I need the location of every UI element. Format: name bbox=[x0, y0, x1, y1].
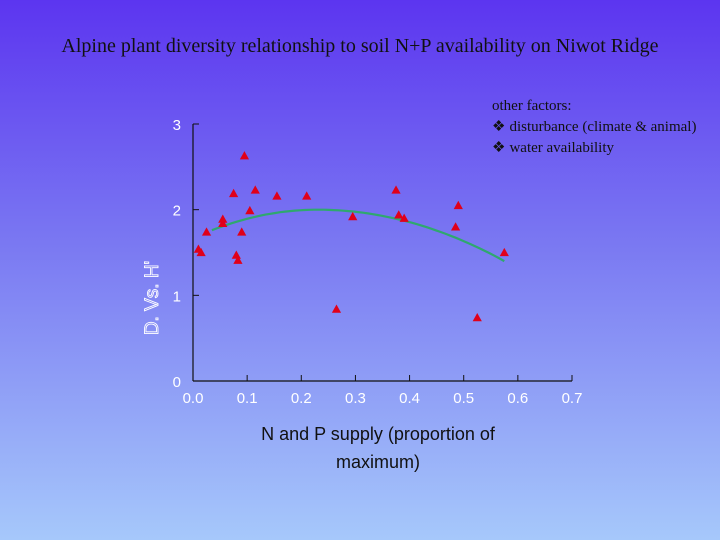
fit-curve-layer bbox=[211, 208, 505, 263]
data-point bbox=[394, 210, 404, 219]
diamond-bullet-icon: ❖ bbox=[492, 140, 506, 156]
data-point bbox=[302, 191, 312, 200]
data-point bbox=[453, 200, 463, 210]
chart-axes bbox=[192, 123, 573, 382]
y-tick-label: 1 bbox=[173, 288, 181, 305]
data-point bbox=[348, 211, 358, 221]
x-tick-label: 0.5 bbox=[453, 390, 474, 407]
data-point bbox=[245, 205, 255, 215]
data-points-layer bbox=[193, 151, 509, 322]
data-point bbox=[272, 191, 282, 200]
x-tick-label: 0.1 bbox=[237, 390, 258, 407]
x-axis-title: maximum) bbox=[336, 452, 420, 472]
data-point bbox=[399, 213, 409, 222]
y-tick-label: 2 bbox=[173, 203, 181, 220]
data-point bbox=[218, 214, 228, 223]
data-point bbox=[233, 255, 243, 264]
x-tick-label: 0.7 bbox=[562, 390, 583, 407]
data-point bbox=[229, 188, 239, 198]
data-point bbox=[250, 185, 260, 194]
side-note-heading: other factors: bbox=[492, 98, 572, 114]
data-point bbox=[237, 227, 247, 236]
data-point bbox=[450, 222, 461, 231]
data-point bbox=[331, 304, 342, 313]
data-point bbox=[472, 313, 482, 322]
fit-curve bbox=[211, 208, 505, 263]
diamond-bullet-icon: ❖ bbox=[492, 119, 506, 135]
side-note-item: ❖ water availability bbox=[492, 138, 712, 159]
side-note-item: ❖ disturbance (climate & animal) bbox=[492, 117, 712, 138]
side-note: other factors: ❖ disturbance (climate & a… bbox=[492, 96, 712, 159]
data-point bbox=[218, 218, 228, 228]
y-axis-title: D. Vs. H' bbox=[142, 261, 163, 335]
data-point bbox=[196, 247, 206, 257]
x-tick-label: 0.3 bbox=[345, 390, 366, 407]
data-point bbox=[239, 151, 250, 160]
x-tick-label: 0.6 bbox=[507, 390, 528, 407]
side-note-item-text: disturbance (climate & animal) bbox=[509, 119, 697, 135]
page-title: Alpine plant diversity relationship to s… bbox=[61, 35, 659, 57]
data-point bbox=[201, 227, 212, 236]
y-tick-label: 3 bbox=[173, 117, 181, 134]
data-point bbox=[231, 250, 241, 259]
x-tick-label: 0.4 bbox=[399, 390, 420, 407]
data-point bbox=[391, 185, 401, 194]
data-point bbox=[499, 247, 509, 257]
axis-labels-layer: 0.0 0.1 0.2 0.3 0.4 0.5 0.6 0.7 0 1 2 3 N and P supp… bbox=[142, 117, 583, 472]
x-tick-label: 0.2 bbox=[291, 390, 312, 407]
side-note-item-text: water availability bbox=[509, 140, 614, 156]
y-tick-label: 0 bbox=[173, 374, 181, 391]
x-tick-label: 0.0 bbox=[183, 390, 204, 407]
x-axis-title: N and P supply (proportion of bbox=[261, 424, 496, 444]
